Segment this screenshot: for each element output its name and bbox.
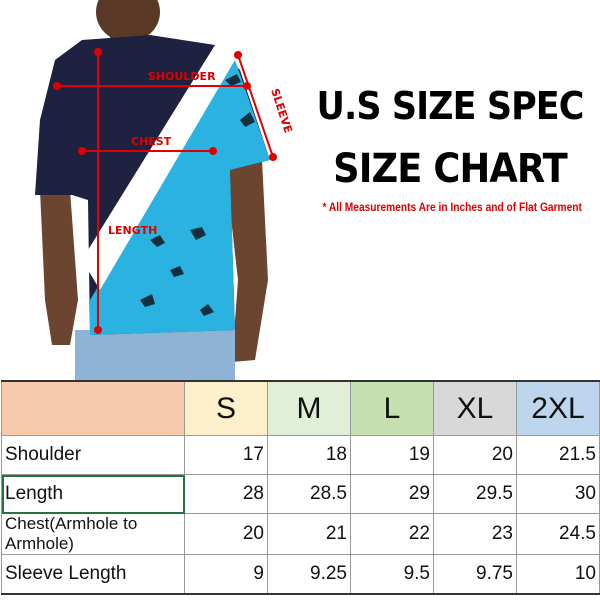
cell: 9.5 (350, 554, 434, 595)
corner-cell (1, 380, 185, 436)
cell: 9 (184, 554, 268, 595)
chest-label: CHEST (131, 135, 172, 148)
table-row: Length 28 28.5 29 29.5 30 (1, 474, 600, 514)
cell: 21 (267, 513, 351, 555)
size-table: S M L XL 2XL Shoulder 17 18 19 20 21.5 L… (1, 380, 600, 595)
size-header: 2XL (516, 380, 600, 436)
table-row: Sleeve Length 9 9.25 9.5 9.75 10 (1, 554, 600, 595)
cell: 9.25 (267, 554, 351, 595)
row-label: Chest(Armhole to Armhole) (1, 513, 185, 555)
cell: 17 (184, 435, 268, 475)
model-tshirt-photo: SHOULDER CHEST LENGTH SLEEVE (0, 0, 320, 380)
title-size-chart: SIZE CHART (333, 146, 568, 192)
cell: 21.5 (516, 435, 600, 475)
title-us-size-spec: U.S SIZE SPEC (316, 84, 584, 128)
cell: 23 (433, 513, 517, 555)
cell: 18 (267, 435, 351, 475)
size-header: L (350, 380, 434, 436)
table-row: Shoulder 17 18 19 20 21.5 (1, 435, 600, 475)
cell: 9.75 (433, 554, 517, 595)
cell: 24.5 (516, 513, 600, 555)
row-label: Shoulder (1, 435, 185, 475)
cell: 28 (184, 474, 268, 514)
cell: 22 (350, 513, 434, 555)
size-header: S (184, 380, 268, 436)
size-header: M (267, 380, 351, 436)
measurement-lines (53, 48, 277, 334)
cell: 30 (516, 474, 600, 514)
size-header: XL (433, 380, 517, 436)
cell: 28.5 (267, 474, 351, 514)
row-label: Sleeve Length (1, 554, 185, 595)
size-header-row: S M L XL 2XL (1, 380, 600, 436)
cell: 29 (350, 474, 434, 514)
row-label: Length (1, 474, 185, 514)
length-label: LENGTH (108, 224, 157, 237)
cell: 19 (350, 435, 434, 475)
shoulder-label: SHOULDER (148, 70, 216, 83)
cell: 10 (516, 554, 600, 595)
table-row: Chest(Armhole to Armhole) 20 21 22 23 24… (1, 513, 600, 555)
cell: 20 (184, 513, 268, 555)
measurement-note: * All Measurements Are in Inches and of … (322, 200, 582, 214)
cell: 20 (433, 435, 517, 475)
cell: 29.5 (433, 474, 517, 514)
